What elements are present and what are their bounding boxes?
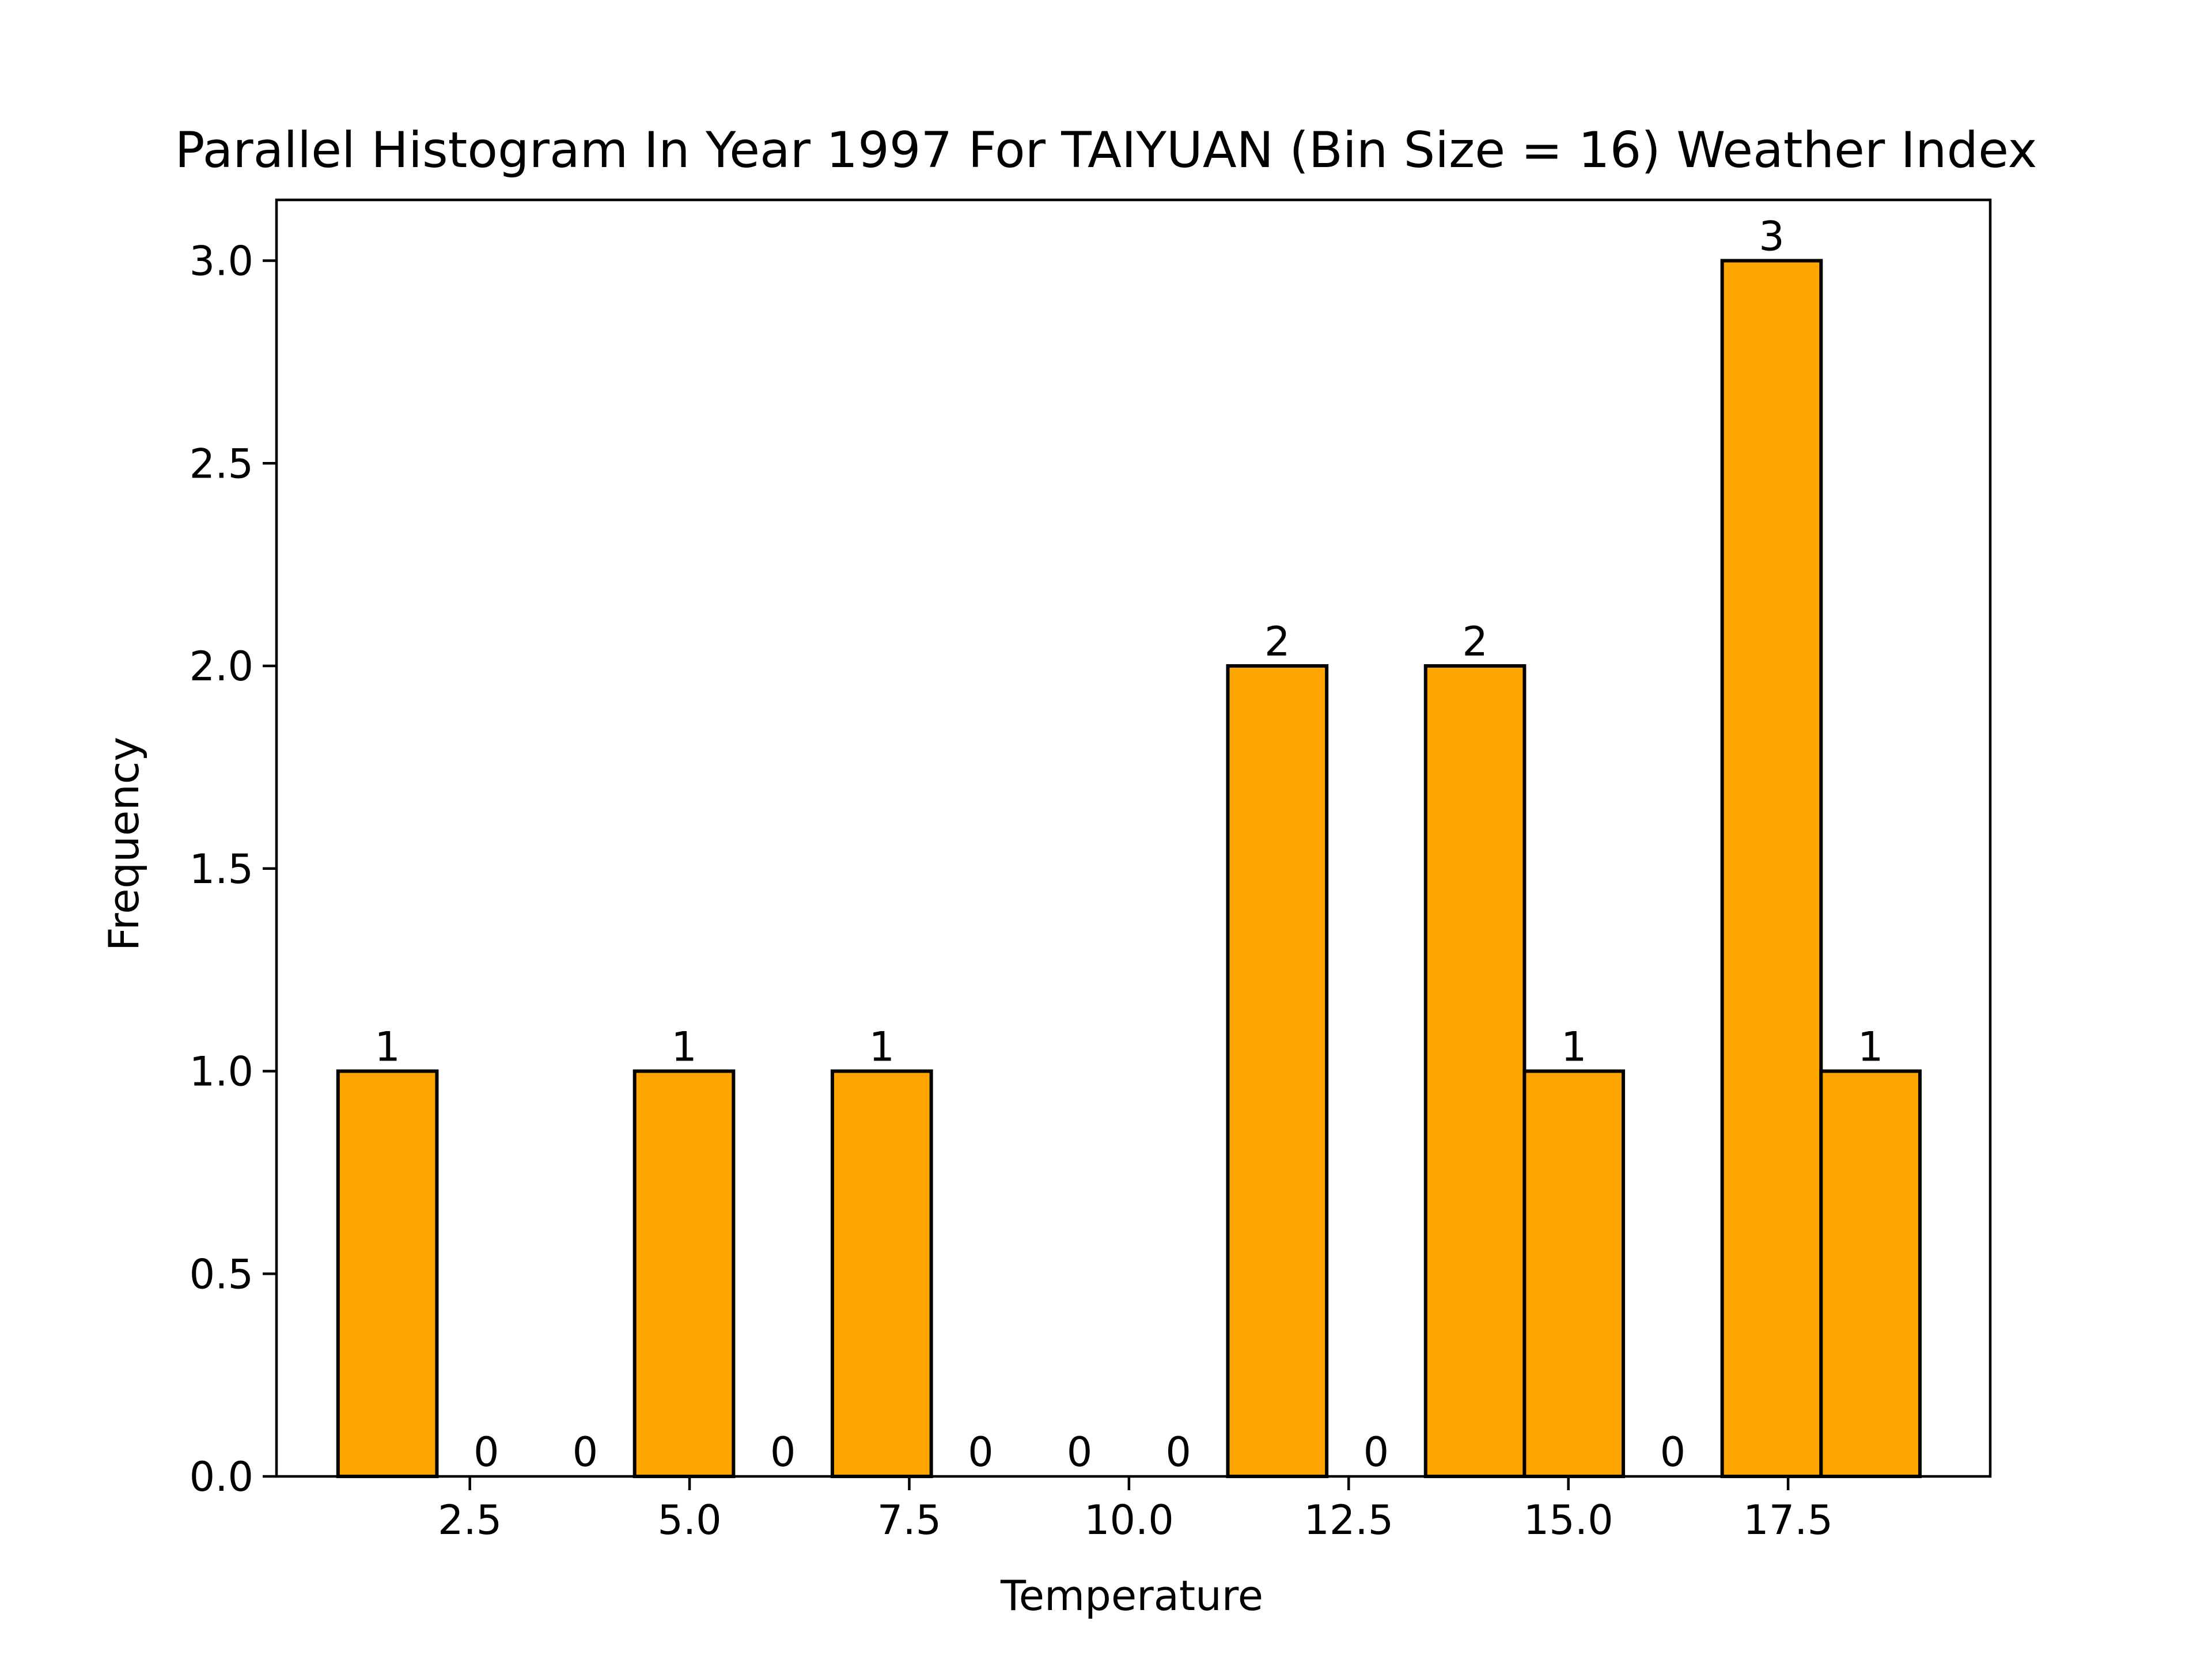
y-tick-label-1: 0.0	[190, 1453, 253, 1501]
y-tick-label-5: 2.0	[190, 643, 253, 690]
bar-value-label-1: 1	[374, 1024, 400, 1071]
bar-value-label-13: 1	[1561, 1024, 1587, 1071]
bar-value-label-14: 0	[1660, 1429, 1686, 1476]
histogram-bar-6	[830, 1069, 933, 1478]
histogram-bar-13	[1522, 1069, 1626, 1478]
bar-value-label-7: 0	[968, 1429, 994, 1476]
x-tick-label-7: 17.5	[1743, 1497, 1833, 1544]
y-axis-label: Frequency	[100, 737, 148, 951]
chart-title: Parallel Histogram In Year 1997 For TAIY…	[175, 122, 2037, 179]
x-tick-label-6: 15.0	[1524, 1497, 1613, 1544]
plot-frame	[275, 198, 1992, 1478]
histogram-bar-16	[1819, 1069, 1922, 1478]
bar-value-label-16: 1	[1858, 1024, 1884, 1071]
y-tick-label-3: 1.0	[190, 1048, 253, 1096]
y-tick-label-6: 2.5	[190, 440, 253, 487]
x-tick-label-1: 2.5	[438, 1497, 502, 1544]
bar-value-label-9: 0	[1165, 1429, 1191, 1476]
y-tick-label-4: 1.5	[190, 846, 253, 893]
bar-labels-layer: 1 0 0 1 0 1 0 0 0 2 0 2 1 0 3 1	[374, 213, 1883, 1476]
bar-value-label-6: 1	[869, 1024, 895, 1071]
y-tick-label-2: 0.5	[190, 1251, 253, 1298]
bar-value-label-5: 0	[770, 1429, 796, 1476]
x-tick-label-5: 12.5	[1304, 1497, 1393, 1544]
bars-layer	[336, 259, 1922, 1478]
bar-value-label-8: 0	[1067, 1429, 1093, 1476]
histogram-bar-10	[1226, 664, 1329, 1478]
bar-value-label-15: 3	[1759, 213, 1785, 260]
y-tick-label-7: 3.0	[190, 238, 253, 285]
bar-value-label-12: 2	[1462, 618, 1488, 665]
histogram-bar-4	[632, 1069, 736, 1478]
bar-value-label-11: 0	[1363, 1429, 1389, 1476]
bar-value-label-2: 0	[474, 1429, 499, 1476]
x-axis-label: Temperature	[1000, 1571, 1263, 1620]
y-axis: 0.0 0.5 1.0 1.5 2.0 2.5 3.0	[190, 238, 276, 1501]
bar-value-label-4: 1	[671, 1024, 697, 1071]
x-tick-label-4: 10.0	[1084, 1497, 1174, 1544]
histogram-bar-12	[1423, 664, 1527, 1478]
histogram-bar-15	[1720, 259, 1823, 1478]
x-axis: 2.5 5.0 7.5 10.0 12.5 15.0 17.5	[438, 1476, 1833, 1544]
x-tick-label-3: 7.5	[877, 1497, 941, 1544]
bar-value-label-10: 2	[1264, 618, 1290, 665]
x-tick-label-2: 5.0	[657, 1497, 721, 1544]
histogram-bar-1	[336, 1069, 439, 1478]
bar-value-label-3: 0	[573, 1429, 599, 1476]
